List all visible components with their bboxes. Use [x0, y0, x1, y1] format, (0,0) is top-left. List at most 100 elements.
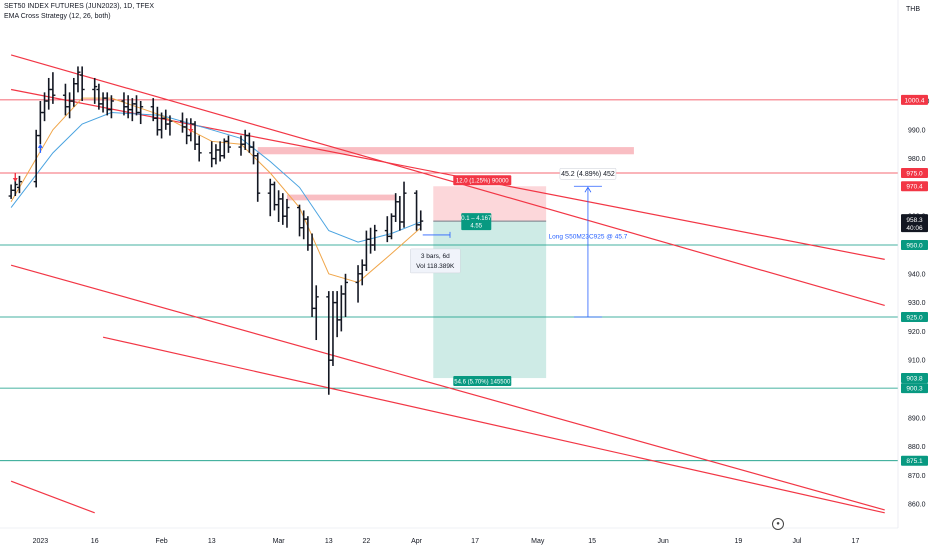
sell-signal-arrow-icon [188, 124, 194, 134]
price-line-badge: 950.0 [906, 243, 923, 250]
time-tick-label: Jun [658, 538, 669, 545]
price-line-badge-box [901, 240, 928, 250]
ohlc-bar [37, 101, 43, 145]
volume-label: Vol 118.389K [416, 263, 455, 270]
price-badge-box [901, 181, 928, 192]
ohlc-bar [129, 98, 135, 122]
last-price-box [901, 214, 928, 233]
ohlc-bar [276, 190, 282, 222]
price-line-badge: 975.0 [906, 171, 923, 178]
ohlc-bar [79, 66, 85, 101]
price-badge: 970.4 [906, 184, 923, 191]
time-tick-label: 13 [325, 538, 333, 545]
price-line-badge: 925.0 [906, 315, 923, 322]
price-line-badge-box [901, 455, 928, 466]
ema-layer [10, 97, 422, 283]
time-tick-label: Jul [792, 538, 801, 545]
annotations-layer: 45.2 (4.89%) 452 Long S50M23C925 @ 45.7 12… [410, 167, 628, 387]
time-axis-background [0, 528, 898, 550]
ohlc-bar [138, 101, 144, 125]
ohlc-bar [368, 227, 374, 254]
trend-line [10, 480, 95, 514]
range-label: 45.2 (4.89%) 452 [561, 171, 615, 178]
price-tick-label: 980.0 [908, 156, 926, 163]
indicator-title: EMA Cross Strategy (12, 26, both) [4, 13, 111, 20]
price-line-badge: 900.3 [906, 386, 923, 393]
ohlc-bar [334, 291, 340, 338]
symbol-title: SET50 INDEX FUTURES (JUN2023), 1D, TFEX [4, 3, 155, 10]
ohlc-bar [338, 285, 344, 332]
ratio-label-box [461, 213, 492, 231]
ohlc-bar [397, 196, 403, 231]
ema-fast-line [10, 97, 422, 283]
snapshot-lock-icon: ● [772, 518, 784, 530]
price-badge: 903.8 [906, 376, 923, 383]
price-tick-label: 870.0 [908, 473, 926, 480]
ohlc-bar [313, 285, 319, 341]
ohlc-bar [309, 233, 315, 317]
time-tick-label: 13 [208, 538, 216, 545]
last-price-label: 958.3 [906, 217, 923, 224]
ohlc-bar [167, 115, 173, 136]
horizontal-lines-layer [0, 99, 898, 462]
time-tick-label: Feb [156, 538, 168, 545]
time-tick-label: Mar [273, 538, 286, 545]
currency-label: THB [906, 6, 920, 13]
price-tick-label: 940.0 [908, 271, 926, 278]
price-line-badge-box [901, 312, 928, 322]
time-tick-label: 17 [852, 538, 860, 545]
price-line-badge: 1000.4 [905, 97, 925, 104]
time-tick-label: 15 [588, 538, 596, 545]
price-tick-label: 910.0 [908, 358, 926, 365]
ohlc-bar [16, 175, 22, 194]
ohlc-bar [154, 106, 160, 136]
price-tick-label: 920.0 [908, 329, 926, 336]
position-target-zone [433, 221, 547, 379]
ohlc-bar [33, 129, 39, 188]
bar-countdown-label: 40:06 [906, 225, 923, 232]
price-line-badge-box [901, 94, 928, 105]
ohlc-bar [217, 141, 223, 162]
time-tick-label: 22 [363, 538, 371, 545]
ohlc-bars-layer [8, 66, 424, 395]
price-tick-label: 990.0 [908, 127, 926, 134]
ohlc-bar [384, 216, 390, 243]
price-line-badge-box [901, 168, 928, 178]
price-badge-box [901, 373, 928, 384]
price-tick-label: 930.0 [908, 300, 926, 307]
bars-label: 3 bars, 6d [421, 253, 450, 260]
ohlc-bar [125, 95, 131, 119]
price-tick-label: 860.0 [908, 502, 926, 509]
ohlc-bar [251, 141, 257, 165]
trend-line [10, 264, 885, 511]
ohlc-bar [359, 259, 365, 286]
target-label: 54.6 (5.70%) 145500 [454, 380, 511, 386]
bars-info-box [410, 248, 461, 274]
price-line-badge: 875.1 [906, 458, 923, 465]
ema-slow-line [10, 112, 421, 243]
price-tick-label: 890.0 [908, 415, 926, 422]
price-line-badge-box [901, 383, 928, 394]
ohlc-bar [284, 198, 290, 228]
ohlc-bar [280, 193, 286, 225]
time-tick-label: 2023 [33, 538, 49, 545]
zones-layer [257, 147, 634, 379]
ohlc-bar [301, 210, 307, 240]
ohlc-bar [100, 92, 106, 113]
trend-line [10, 54, 885, 307]
stop-label: 12.0 (1.25%) 90000 [456, 179, 509, 185]
ohlc-bar [225, 135, 231, 153]
ohlc-bar [297, 204, 303, 237]
ohlc-bar [388, 213, 394, 240]
time-tick-label: Apr [411, 538, 423, 545]
trend-line [102, 336, 885, 514]
range-label-box [559, 167, 617, 180]
time-tick-label: 16 [91, 538, 99, 545]
time-tick-label: 17 [471, 538, 479, 545]
ohlc-bar [209, 141, 215, 168]
time-tick-label: May [531, 538, 545, 545]
range-arrow-icon [584, 186, 592, 193]
ohlc-bar [372, 224, 378, 251]
sell-signal-arrow-icon [12, 173, 18, 182]
